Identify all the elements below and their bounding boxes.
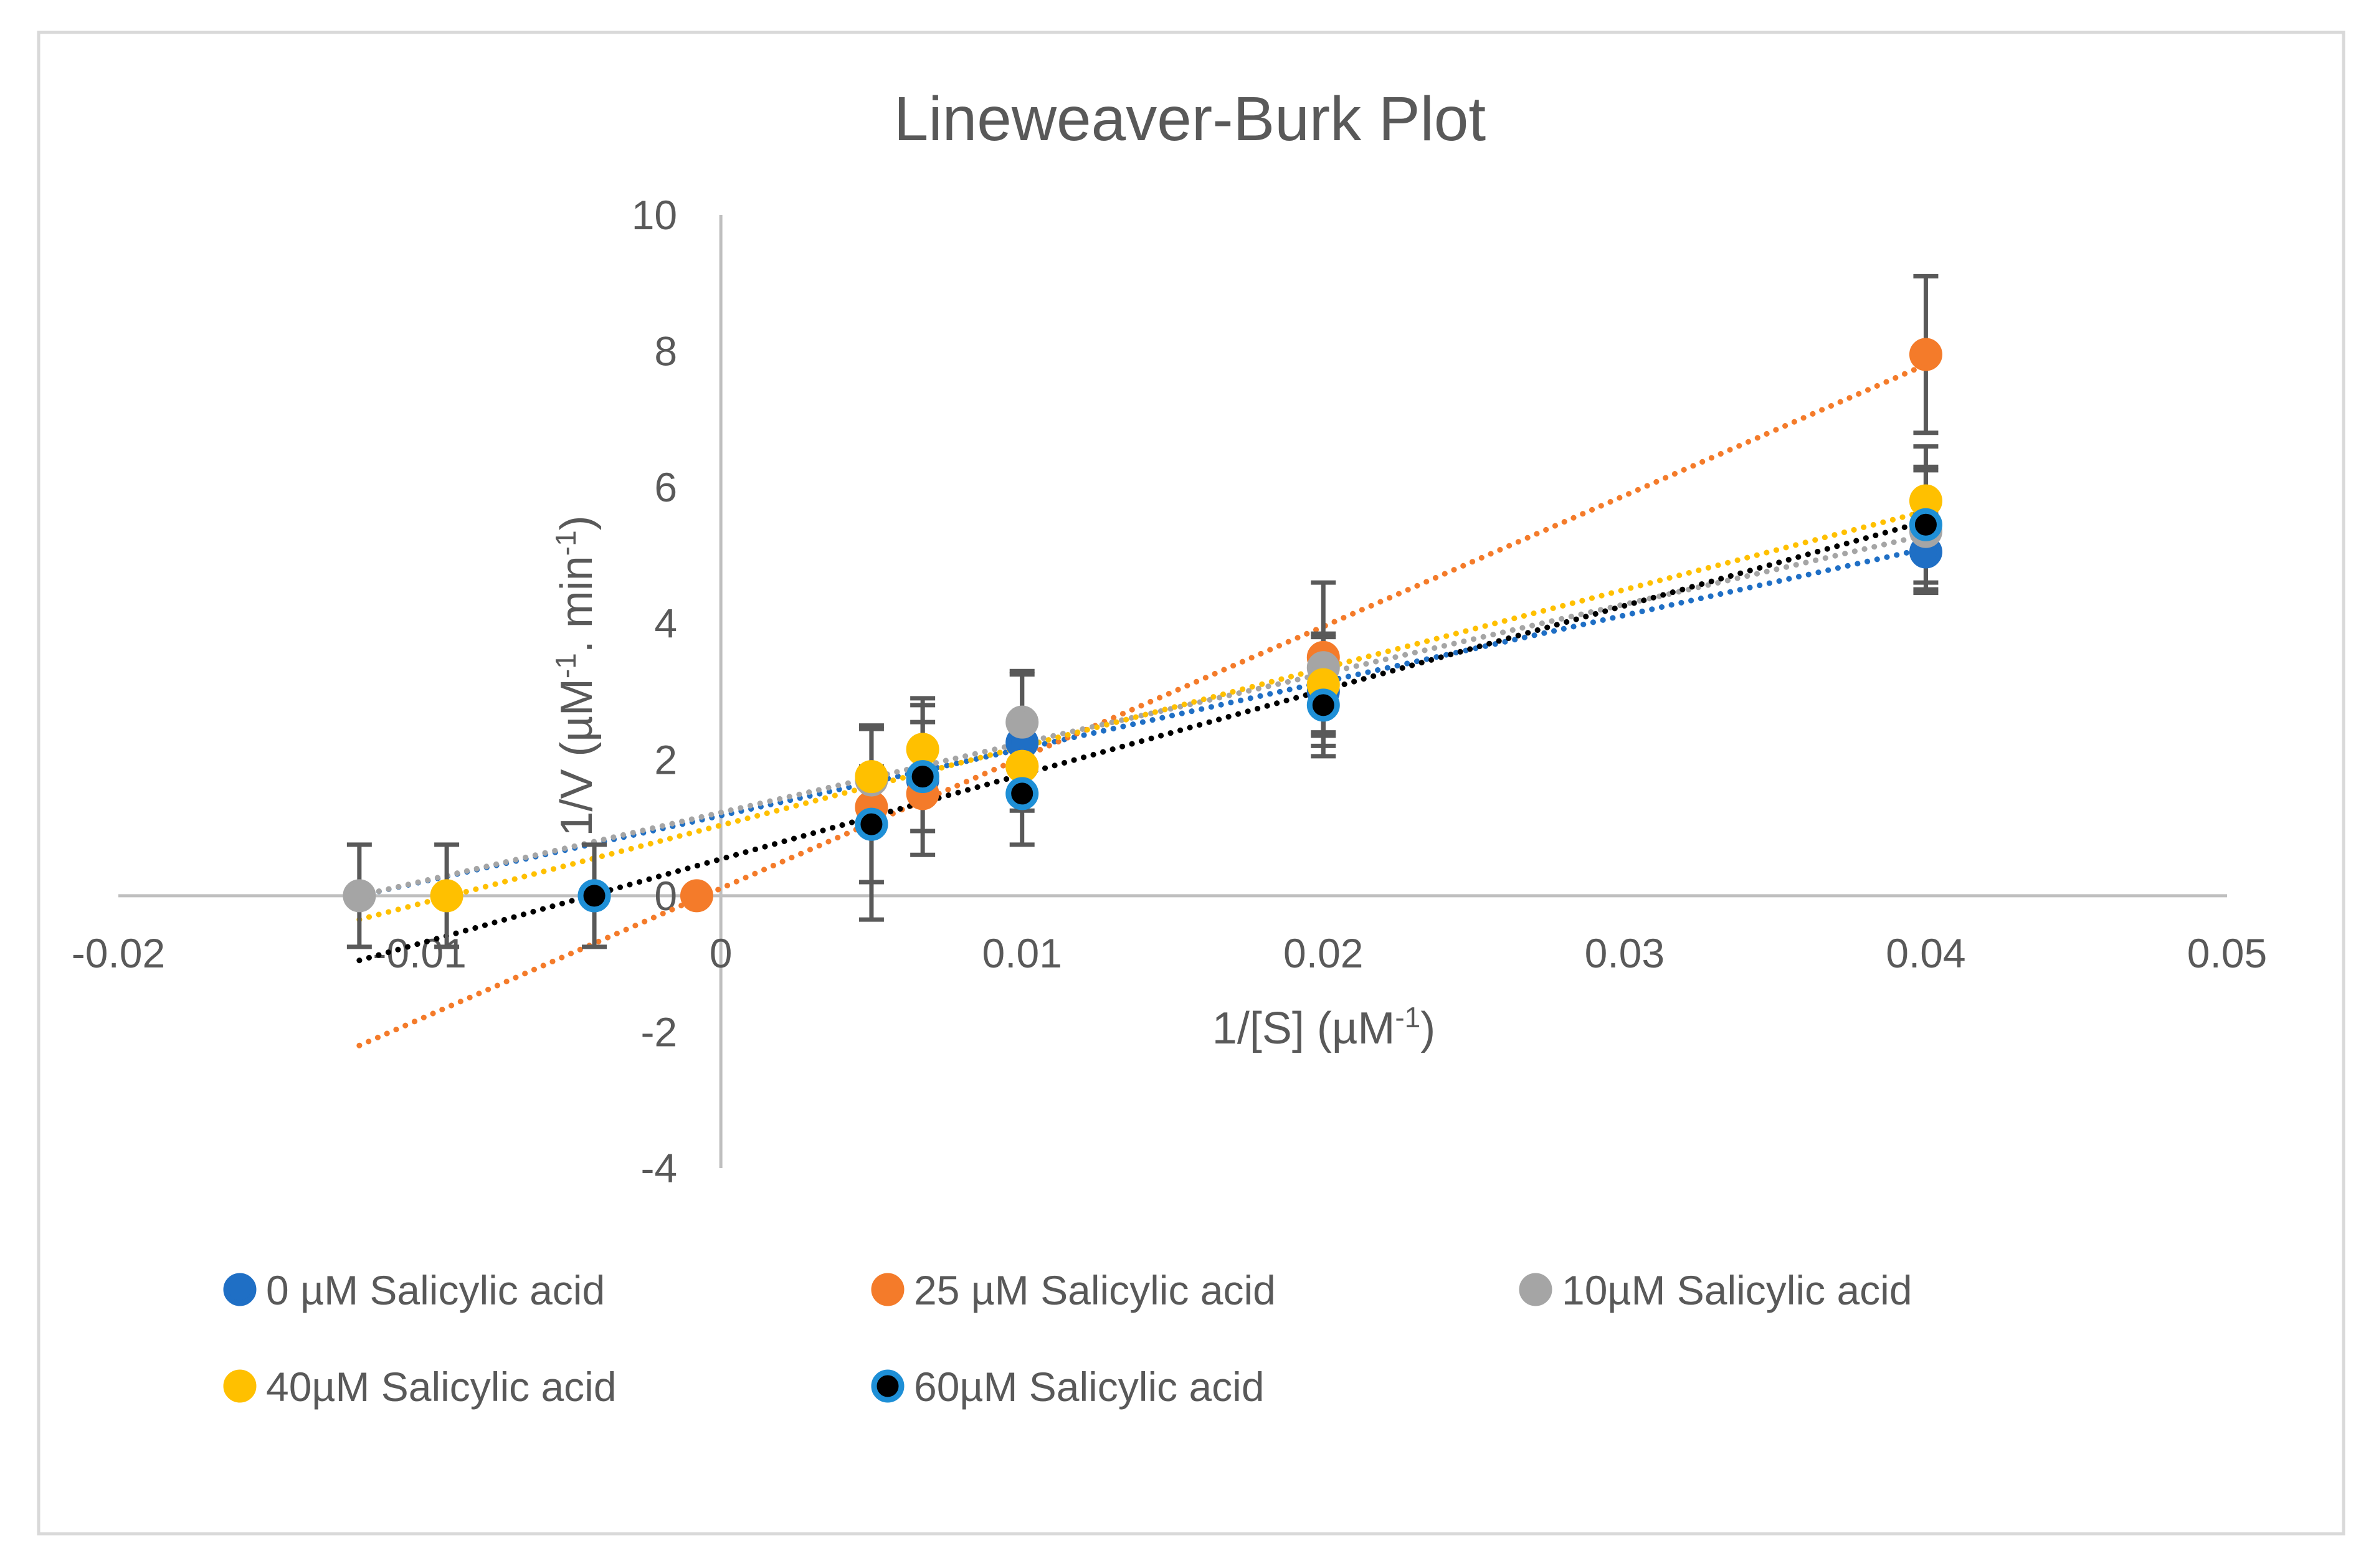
y-tick-label: 10 — [632, 192, 677, 238]
y-axis-label: 1/V (µM-1. min-1) — [549, 515, 602, 836]
data-points — [343, 338, 1942, 913]
x-tick-label: 0.04 — [1886, 930, 1965, 976]
trendlines — [356, 361, 1929, 1048]
y-tick-label: -4 — [640, 1145, 677, 1191]
trendline-series-2 — [356, 532, 1929, 899]
y-tick-labels: -4 -2 0 2 4 6 8 10 — [632, 192, 677, 1191]
legend-marker — [871, 1369, 905, 1403]
legend-label: 25 µM Salicylic acid — [914, 1267, 1276, 1313]
legend-item: 60µM Salicylic acid — [871, 1364, 1265, 1410]
x-tick-labels: -0.02 -0.01 0 0.01 0.02 0.03 0.04 0.05 — [72, 930, 2267, 976]
data-point-series-4 — [1005, 777, 1039, 810]
legend-label: 60µM Salicylic acid — [914, 1364, 1265, 1410]
y-tick-label: 2 — [654, 736, 677, 782]
trendline-series-1 — [356, 361, 1929, 1048]
data-point-series-3 — [906, 733, 939, 766]
legend-item: 10µM Salicylic acid — [1519, 1267, 1912, 1313]
y-tick-label: 8 — [654, 328, 677, 374]
y-tick-label: 4 — [654, 601, 677, 647]
data-point-series-2 — [343, 879, 376, 913]
x-tick-label: 0.05 — [2187, 930, 2267, 976]
trendline-series-4 — [356, 518, 1929, 964]
legend-marker — [871, 1273, 905, 1306]
data-point-series-4 — [855, 807, 888, 841]
trendline-series-3 — [356, 508, 1929, 923]
data-point-series-4 — [577, 879, 611, 913]
data-point-series-3 — [1005, 749, 1039, 783]
x-tick-label: 0.02 — [1283, 930, 1363, 976]
data-point-series-1 — [1909, 338, 1942, 371]
x-tick-label: 0.03 — [1585, 930, 1665, 976]
data-point-series-4 — [906, 760, 939, 794]
x-tick-label: 0.01 — [982, 930, 1062, 976]
y-tick-label: 0 — [654, 873, 677, 919]
chart-title: Lineweaver-Burk Plot — [894, 84, 1486, 154]
legend-label: 40µM Salicylic acid — [266, 1364, 617, 1410]
data-point-series-4 — [1306, 688, 1340, 722]
axes — [118, 215, 2227, 1168]
x-tick-label: 0 — [710, 930, 733, 976]
legend-marker — [223, 1273, 257, 1306]
legend: 0 µM Salicylic acid 25 µM Salicylic acid 1… — [223, 1267, 1912, 1410]
data-point-series-3 — [430, 879, 463, 913]
legend-item: 25 µM Salicylic acid — [871, 1267, 1276, 1313]
legend-marker — [1519, 1273, 1552, 1306]
x-tick-label: -0.02 — [72, 930, 165, 976]
y-tick-label: -2 — [640, 1009, 677, 1055]
chart-border — [37, 31, 2345, 1536]
data-point-series-4 — [1909, 508, 1942, 541]
legend-label: 10µM Salicylic acid — [1562, 1267, 1912, 1313]
legend-label: 0 µM Salicylic acid — [266, 1267, 605, 1313]
data-point-series-2 — [1005, 705, 1039, 739]
trendline-series-0 — [356, 546, 1929, 899]
x-axis-label: 1/[S] (µM-1) — [1212, 1001, 1435, 1053]
legend-marker — [223, 1369, 257, 1403]
legend-item: 40µM Salicylic acid — [223, 1364, 617, 1410]
legend-item: 0 µM Salicylic acid — [223, 1267, 605, 1313]
y-tick-label: 6 — [654, 464, 677, 510]
data-point-series-1 — [680, 879, 713, 913]
data-point-series-3 — [855, 760, 888, 794]
